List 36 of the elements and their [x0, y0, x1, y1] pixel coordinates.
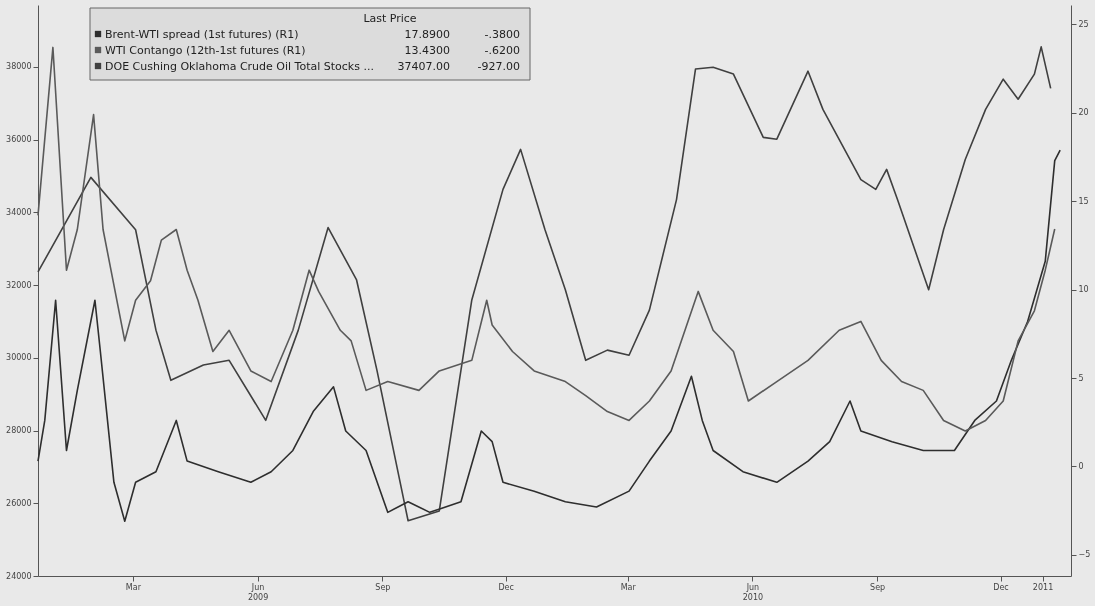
line-series	[37, 46, 1052, 522]
y2-tick-label: 25	[1078, 19, 1089, 29]
annotation: 17.8900	[404, 28, 450, 41]
annotation: 13.4300	[404, 44, 450, 57]
y2-tick-label: 0	[1078, 461, 1084, 471]
annotation: -927.00	[477, 60, 520, 73]
y2-tick-label: 15	[1078, 196, 1089, 206]
x-tick-label: Dec	[993, 582, 1009, 592]
y-tick-label: 32000	[6, 280, 32, 290]
y2-tick-label: 10	[1078, 285, 1089, 295]
y2-tick-label: −5	[1078, 550, 1091, 560]
x-tick-label: 2011	[1032, 582, 1054, 592]
annotation: -.3800	[484, 28, 520, 41]
annotation: 37407.00	[397, 60, 450, 73]
y-tick-label: 38000	[6, 62, 32, 72]
line-series	[37, 149, 1061, 522]
y-tick-label: 24000	[6, 571, 32, 581]
legend-label: DOE Cushing Oklahoma Crude Oil Total Stocks ...	[105, 60, 374, 73]
y2-tick-label: 20	[1078, 108, 1089, 118]
x-tick-label: Mar	[125, 582, 142, 592]
y-tick-label: 26000	[6, 498, 32, 508]
x-tick-label: Mar	[620, 582, 637, 592]
legend-title: Last Price	[363, 12, 417, 25]
y-tick-label: 30000	[6, 353, 32, 363]
y-tick-label: 34000	[6, 207, 32, 217]
x-tick-label: Sep	[870, 582, 886, 592]
x-tick-label: Sep	[375, 582, 391, 592]
x-tick-label: Jun 2009	[247, 582, 269, 602]
y-tick-label: 28000	[6, 426, 32, 436]
y2-tick-label: 5	[1078, 373, 1084, 383]
legend-label: WTI Contango (12th-1st futures (R1)	[105, 44, 306, 57]
legend-label: Brent-WTI spread (1st futures) (R1)	[105, 28, 299, 41]
x-tick-label: Jun 2010	[742, 582, 764, 602]
x-tick-label: Dec	[498, 582, 514, 592]
y-tick-label: 36000	[6, 135, 32, 145]
annotation: -.6200	[484, 44, 520, 57]
